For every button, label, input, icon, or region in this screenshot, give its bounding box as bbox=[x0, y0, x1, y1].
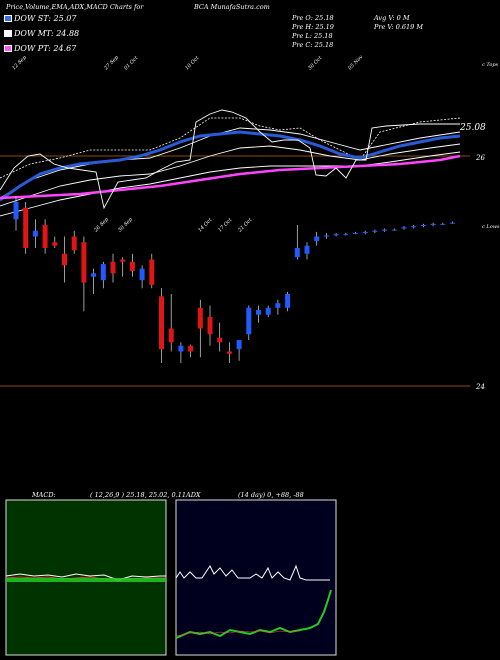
candle-body bbox=[149, 259, 155, 285]
candle-body bbox=[275, 303, 281, 308]
ema-value-label: 25.08 bbox=[460, 123, 486, 133]
candle-body bbox=[411, 226, 417, 228]
legend-dow-pt: DOW PT: 24.67 bbox=[14, 44, 77, 53]
pre-volume: Pre V: 0.619 M bbox=[374, 23, 424, 31]
candle-body bbox=[420, 225, 426, 226]
candle-body bbox=[81, 242, 87, 283]
candle-body bbox=[42, 225, 48, 248]
ema-white-2 bbox=[0, 143, 461, 207]
candle-body bbox=[178, 345, 184, 352]
candle-body bbox=[304, 245, 310, 254]
candle-body bbox=[197, 307, 203, 329]
candle-body bbox=[333, 234, 339, 236]
candle-body bbox=[32, 230, 38, 237]
candle-body bbox=[285, 294, 291, 308]
candle-body bbox=[353, 233, 358, 235]
candle-body bbox=[256, 310, 261, 315]
candle-body bbox=[382, 229, 388, 231]
candle-body bbox=[168, 328, 174, 343]
candle-body bbox=[129, 261, 135, 271]
candlestick-series bbox=[13, 196, 455, 363]
legend-dow-st: DOW ST: 25.07 bbox=[14, 14, 77, 23]
candle-body bbox=[188, 345, 194, 352]
candle-body bbox=[23, 207, 29, 248]
candle-body bbox=[323, 235, 329, 237]
svg-text:21 Oct: 21 Oct bbox=[236, 217, 254, 235]
candle-body bbox=[430, 223, 436, 225]
svg-text:01 Oct: 01 Oct bbox=[123, 55, 140, 72]
candle-body bbox=[217, 337, 223, 343]
candle-body bbox=[91, 273, 97, 277]
pre-high: Pre H: 25.19 bbox=[292, 23, 334, 31]
svg-text:30 Oct: 30 Oct bbox=[307, 55, 324, 72]
candle-body bbox=[52, 242, 58, 246]
candle-body bbox=[62, 253, 67, 266]
ema-white-1 bbox=[0, 127, 461, 199]
level-24-label: 24 bbox=[476, 383, 485, 391]
svg-text:14 Oct: 14 Oct bbox=[197, 217, 214, 234]
candle-body bbox=[265, 307, 271, 315]
macd-params: ( 12,26,9 ) 25.18, 25.02, 0.11 bbox=[90, 491, 187, 499]
svg-text:12 Sep: 12 Sep bbox=[11, 54, 28, 71]
adx-params: (14 day) 0, +88, -88 bbox=[238, 491, 304, 499]
ema-magenta-long bbox=[0, 154, 461, 200]
adx-lines bbox=[175, 564, 332, 639]
pre-low: Pre L: 25.18 bbox=[292, 32, 333, 40]
candle-body bbox=[246, 307, 252, 335]
candle-body bbox=[120, 259, 126, 262]
svg-text:27 Sep: 27 Sep bbox=[102, 54, 120, 72]
svg-text:17 Oct: 17 Oct bbox=[217, 217, 234, 234]
candle-body bbox=[207, 317, 213, 335]
macd-label: MACD: bbox=[32, 491, 56, 499]
legend-dow-mt: DOW MT: 24.88 bbox=[14, 29, 80, 38]
macd-lines bbox=[5, 573, 166, 582]
candle-body bbox=[440, 223, 446, 225]
candle-body bbox=[362, 231, 368, 234]
candle-body bbox=[450, 222, 455, 224]
lows-label: c Lows bbox=[482, 224, 500, 230]
candle-body bbox=[314, 236, 320, 242]
candle-body bbox=[71, 236, 77, 251]
ema-blue-short bbox=[0, 130, 461, 202]
price-close-line bbox=[0, 109, 460, 210]
candle-body bbox=[139, 268, 145, 281]
svg-text:10 Oct: 10 Oct bbox=[184, 55, 201, 72]
svg-text:30 Sep: 30 Sep bbox=[117, 216, 134, 233]
avg-volume: Avg V: 0 M bbox=[374, 14, 410, 22]
candle-body bbox=[226, 351, 232, 354]
pre-close: Pre C: 25.18 bbox=[292, 41, 334, 49]
legend-swatch-mt bbox=[4, 30, 12, 37]
candle-body bbox=[391, 229, 397, 231]
svg-text:05 Nov: 05 Nov bbox=[347, 54, 364, 71]
candle-body bbox=[294, 248, 300, 258]
candle-body bbox=[100, 264, 106, 281]
candle-body bbox=[372, 230, 378, 232]
header-title: Price,Volume,EMA,ADX,MACD Charts for bbox=[6, 3, 144, 11]
level-26-label: 26 bbox=[476, 154, 485, 162]
candle-body bbox=[159, 296, 164, 350]
candle-body bbox=[13, 202, 19, 220]
ema-lines bbox=[0, 109, 461, 217]
pre-open: Pre O: 25.18 bbox=[292, 14, 334, 22]
tops-label: c Tops bbox=[482, 62, 499, 68]
legend-swatch-st bbox=[4, 15, 12, 22]
candle-body bbox=[110, 261, 116, 274]
candle-body bbox=[236, 340, 242, 350]
candle-body bbox=[401, 227, 407, 229]
svg-text:26 Sep: 26 Sep bbox=[92, 216, 110, 234]
legend-swatch-pt bbox=[4, 45, 12, 52]
candle-body bbox=[343, 234, 349, 236]
adx-label: ADX bbox=[186, 491, 201, 499]
header-site: BCA MunafaSutra.com bbox=[194, 3, 270, 11]
